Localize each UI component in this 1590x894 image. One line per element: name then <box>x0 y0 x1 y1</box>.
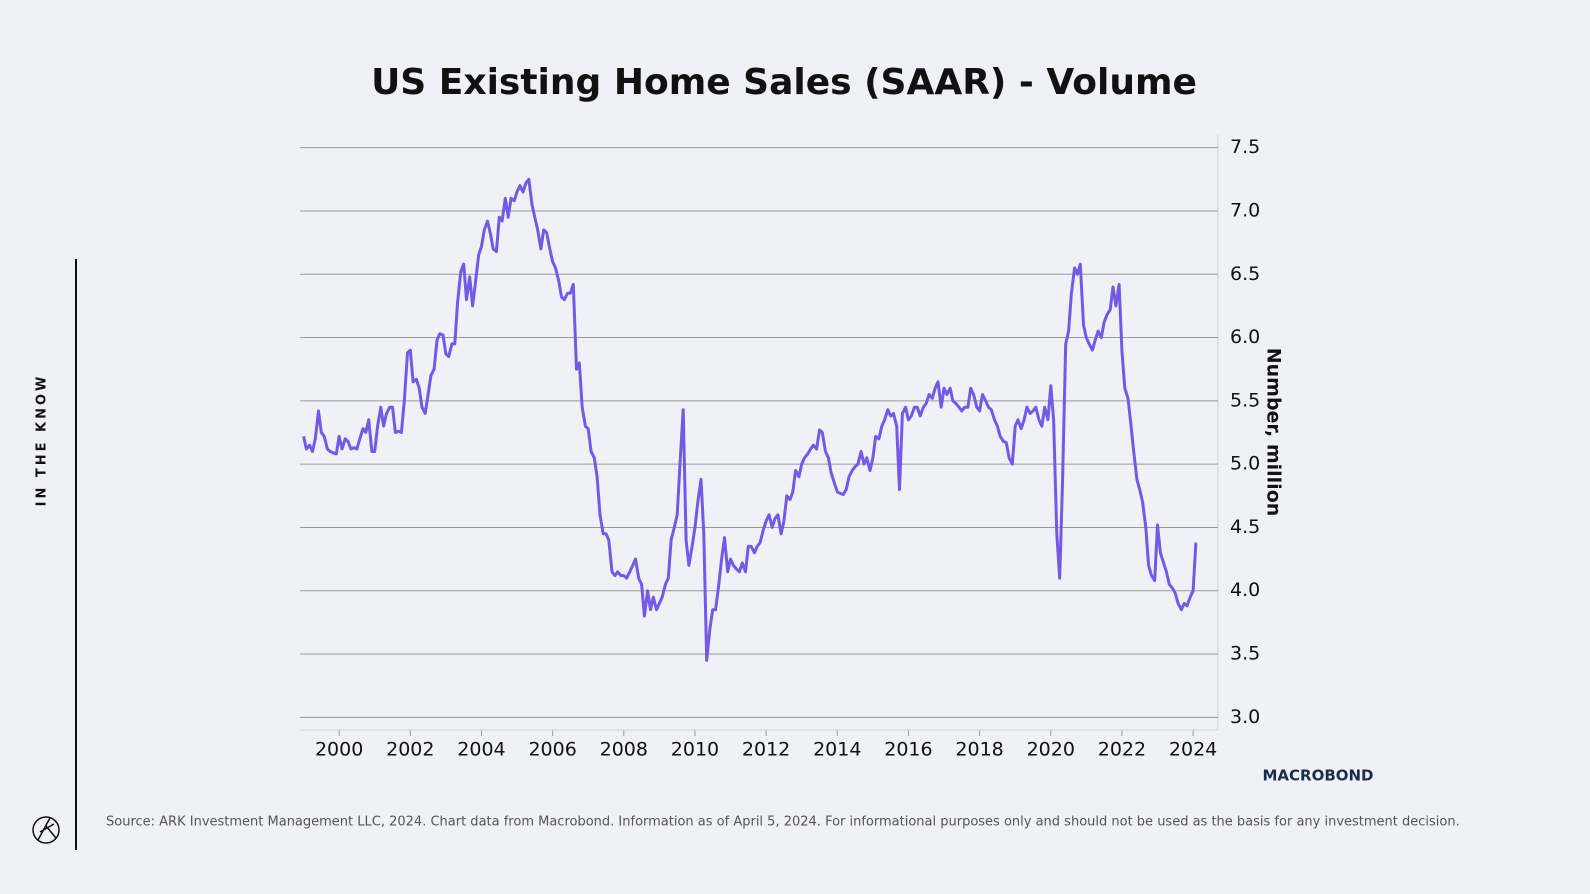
x-tick-label: 2014 <box>813 739 861 761</box>
x-tick-label: 2022 <box>1098 739 1146 761</box>
x-tick-label: 2010 <box>671 739 719 761</box>
y-tick-label: 4.5 <box>1230 516 1260 538</box>
x-tick-label: 2020 <box>1027 739 1075 761</box>
x-tick-label: 2004 <box>457 739 505 761</box>
x-tick-label: 2024 <box>1169 739 1217 761</box>
side-label: IN THE KNOW <box>35 374 50 507</box>
y-tick-label: 3.5 <box>1230 643 1260 665</box>
x-tick-label: 2008 <box>600 739 648 761</box>
x-tick-label: 2002 <box>386 739 434 761</box>
logo-icon <box>32 816 60 844</box>
x-tick-label: 2016 <box>884 739 932 761</box>
x-tick-label: 2000 <box>315 739 363 761</box>
y-tick-label: 4.0 <box>1230 579 1260 601</box>
y-tick-label: 3.0 <box>1230 706 1260 728</box>
x-tick-label: 2006 <box>528 739 576 761</box>
brand-logo: MACROBOND <box>1262 767 1373 785</box>
y-tick-label: 7.5 <box>1230 136 1260 158</box>
y-tick-label: 5.0 <box>1230 453 1260 475</box>
y-tick-label: 6.5 <box>1230 263 1260 285</box>
data-line <box>302 177 1198 662</box>
y-axis-label: Number, million <box>1263 348 1285 517</box>
y-tick-label: 6.0 <box>1230 326 1260 348</box>
x-tick-label: 2018 <box>955 739 1003 761</box>
chart-title: US Existing Home Sales (SAAR) - Volume <box>371 62 1197 103</box>
y-tick-label: 7.0 <box>1230 199 1260 221</box>
x-tick-label: 2012 <box>742 739 790 761</box>
source-note: Source: ARK Investment Management LLC, 2… <box>106 815 1460 830</box>
y-tick-label: 5.5 <box>1230 389 1260 411</box>
